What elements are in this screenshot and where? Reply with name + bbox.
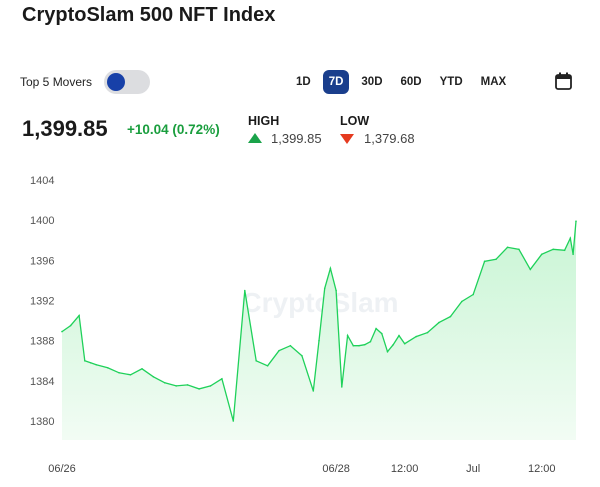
range-tab-30d[interactable]: 30D [361,76,383,88]
high-up-icon [248,133,262,143]
high-value: 1,399.85 [271,131,322,146]
data-point [358,344,360,347]
data-point [198,388,200,390]
data-point [89,362,92,364]
low-value: 1,379.68 [364,131,415,146]
data-point [318,339,320,342]
data-point [244,289,246,292]
data-point [335,289,337,292]
data-point [323,287,326,290]
y-tick-label: 1400 [30,215,54,227]
data-point [164,382,166,384]
x-tick-label: 06/26 [48,463,76,475]
data-point [403,342,406,345]
series-line [61,221,577,422]
x-tick-label: 12:00 [391,463,419,475]
top-movers-label: Top 5 Movers [20,75,93,89]
high-label: HIGH [248,114,280,128]
data-point [552,248,554,251]
data-point [426,331,429,334]
data-point [572,253,574,256]
range-tab-60d[interactable]: 60D [400,76,422,88]
data-point [483,260,486,263]
data-point [575,220,577,222]
data-point [129,374,132,376]
data-point [369,340,372,343]
data-point [398,334,400,337]
y-tick-label: 1388 [30,336,54,348]
calendar-icon[interactable] [555,72,572,90]
data-point [301,354,303,357]
data-point [141,368,143,370]
low-down-icon [340,134,354,144]
range-tab-ytd[interactable]: YTD [439,76,463,88]
data-point [438,321,440,324]
top-movers-toggle[interactable] [104,70,151,94]
data-point [221,378,223,380]
range-tab-1d[interactable]: 1D [296,76,311,88]
data-point [415,335,417,338]
data-point [472,293,475,296]
range-tab-max[interactable]: MAX [480,76,507,88]
data-point [569,237,572,239]
data-point [266,365,269,367]
x-tick-label: 12:00 [528,463,556,475]
data-point [255,360,257,362]
data-point [386,350,389,353]
low-label: LOW [340,114,370,128]
data-point [341,386,343,388]
watermark: CryptoSlam [241,287,398,318]
data-point [375,327,377,330]
x-tick-label: Jul [466,463,480,475]
data-point [78,314,80,317]
data-point [529,268,532,271]
y-tick-label: 1384 [30,376,54,388]
data-point [175,385,177,387]
top-movers-control: Top 5 Movers [20,69,151,95]
data-point [118,372,120,374]
range-tab-7d[interactable]: 7D [322,70,350,94]
data-point [84,360,86,362]
data-point [209,385,212,387]
data-point [352,344,355,347]
data-point [232,420,235,422]
series-area [62,221,576,440]
data-point [392,343,395,346]
data-point [106,367,109,369]
toggle-knob [107,73,126,91]
data-point [506,246,509,249]
data-point [563,249,566,252]
y-tick-label: 1392 [30,296,54,308]
data-point [95,364,98,366]
range-tabs: 1D 7D 30D 60D YTD MAX [290,69,518,95]
data-point [329,267,332,270]
data-point [186,384,189,386]
y-tick-label: 1396 [30,255,54,267]
y-tick-label: 1380 [30,416,54,428]
data-point [61,330,63,333]
page-title: CryptoSlam 500 NFT Index [22,4,276,26]
data-point [289,344,292,347]
data-point [69,324,72,327]
data-point [449,315,452,318]
data-point [461,300,463,303]
data-point [312,390,315,392]
data-point [278,349,280,352]
data-point [381,332,383,335]
index-price: 1,399.85 [22,116,108,141]
x-tick-label: 06/28 [322,463,350,475]
y-tick-label: 1404 [30,175,54,187]
data-point [363,343,366,346]
price-change: +10.04 (0.72%) [127,122,220,137]
data-point [518,248,520,251]
index-chart: CryptoSlam 1380138413881392139614001404 … [30,175,577,475]
data-point [346,334,349,337]
data-point [495,258,497,261]
data-point [152,376,155,378]
data-point [540,253,543,256]
